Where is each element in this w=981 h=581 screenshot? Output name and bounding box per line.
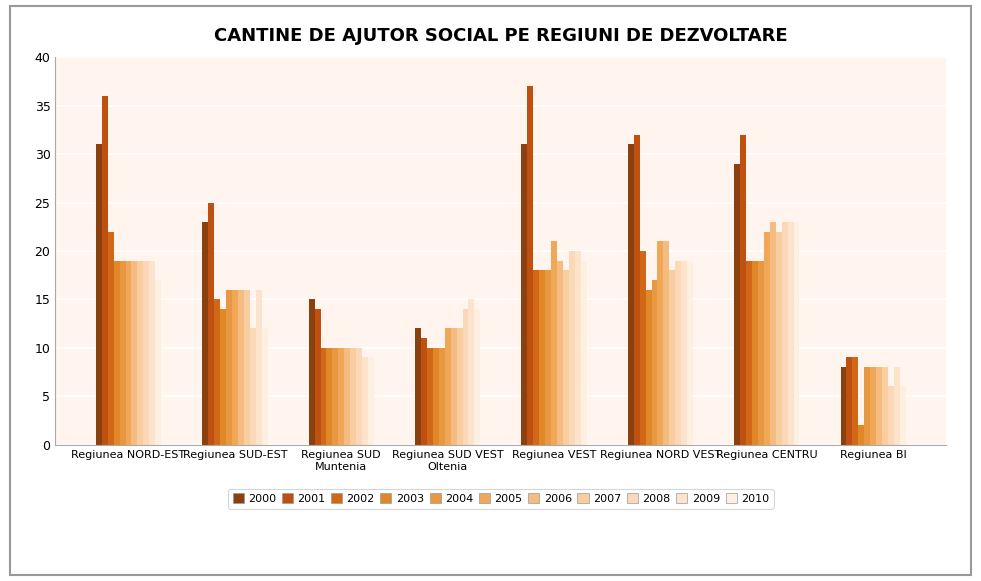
Bar: [888, 386, 894, 444]
Bar: [534, 270, 540, 444]
Bar: [475, 309, 481, 444]
Bar: [628, 145, 634, 444]
Bar: [333, 348, 338, 444]
Bar: [557, 261, 563, 444]
Bar: [540, 270, 545, 444]
Bar: [462, 309, 469, 444]
Bar: [669, 270, 675, 444]
Bar: [155, 280, 161, 444]
Bar: [114, 261, 120, 444]
Bar: [120, 261, 126, 444]
Bar: [427, 348, 433, 444]
Bar: [581, 261, 587, 444]
Bar: [327, 348, 333, 444]
Bar: [640, 251, 645, 444]
Bar: [450, 328, 456, 444]
Legend: 2000, 2001, 2002, 2003, 2004, 2005, 2006, 2007, 2008, 2009, 2010: 2000, 2001, 2002, 2003, 2004, 2005, 2006…: [229, 489, 774, 509]
Bar: [96, 145, 102, 444]
Bar: [894, 367, 900, 444]
Bar: [545, 270, 551, 444]
Bar: [551, 241, 557, 444]
Bar: [108, 232, 114, 444]
Bar: [421, 338, 427, 444]
Bar: [321, 348, 327, 444]
Bar: [847, 357, 852, 444]
Bar: [338, 348, 344, 444]
Bar: [137, 261, 143, 444]
Bar: [262, 328, 268, 444]
Bar: [858, 425, 864, 444]
Bar: [752, 261, 758, 444]
Bar: [788, 222, 794, 444]
Bar: [746, 261, 752, 444]
Bar: [237, 290, 244, 444]
Bar: [794, 222, 800, 444]
Bar: [232, 290, 237, 444]
Bar: [208, 203, 214, 444]
Bar: [645, 290, 651, 444]
Bar: [368, 357, 374, 444]
Bar: [634, 135, 640, 444]
Bar: [444, 328, 450, 444]
Bar: [521, 145, 528, 444]
Bar: [220, 309, 226, 444]
Bar: [782, 222, 788, 444]
Bar: [126, 261, 131, 444]
Bar: [528, 87, 534, 444]
Bar: [852, 357, 858, 444]
Bar: [681, 261, 687, 444]
Bar: [250, 328, 256, 444]
Bar: [569, 251, 575, 444]
Bar: [226, 290, 232, 444]
Bar: [415, 328, 421, 444]
Bar: [663, 241, 669, 444]
Bar: [469, 299, 475, 444]
Bar: [356, 348, 362, 444]
Bar: [362, 357, 368, 444]
Bar: [563, 270, 569, 444]
Bar: [657, 241, 663, 444]
Bar: [350, 348, 356, 444]
Bar: [575, 251, 581, 444]
Bar: [256, 290, 262, 444]
Bar: [433, 348, 439, 444]
Title: CANTINE DE AJUTOR SOCIAL PE REGIUNI DE DEZVOLTARE: CANTINE DE AJUTOR SOCIAL PE REGIUNI DE D…: [214, 27, 788, 45]
Bar: [876, 367, 882, 444]
Bar: [776, 232, 782, 444]
Bar: [770, 222, 776, 444]
Bar: [900, 386, 905, 444]
Bar: [149, 261, 155, 444]
Bar: [102, 96, 108, 444]
Bar: [864, 367, 870, 444]
Bar: [344, 348, 350, 444]
Bar: [687, 261, 694, 444]
Bar: [882, 367, 888, 444]
Bar: [456, 328, 462, 444]
Bar: [675, 261, 681, 444]
Bar: [740, 135, 746, 444]
Bar: [841, 367, 847, 444]
Bar: [131, 261, 137, 444]
Bar: [315, 309, 321, 444]
Bar: [214, 299, 220, 444]
Bar: [244, 290, 250, 444]
Bar: [764, 232, 770, 444]
Bar: [734, 164, 740, 444]
Bar: [651, 280, 657, 444]
Bar: [143, 261, 149, 444]
Bar: [870, 367, 876, 444]
Bar: [202, 222, 208, 444]
Bar: [309, 299, 315, 444]
Bar: [758, 261, 764, 444]
Bar: [439, 348, 444, 444]
